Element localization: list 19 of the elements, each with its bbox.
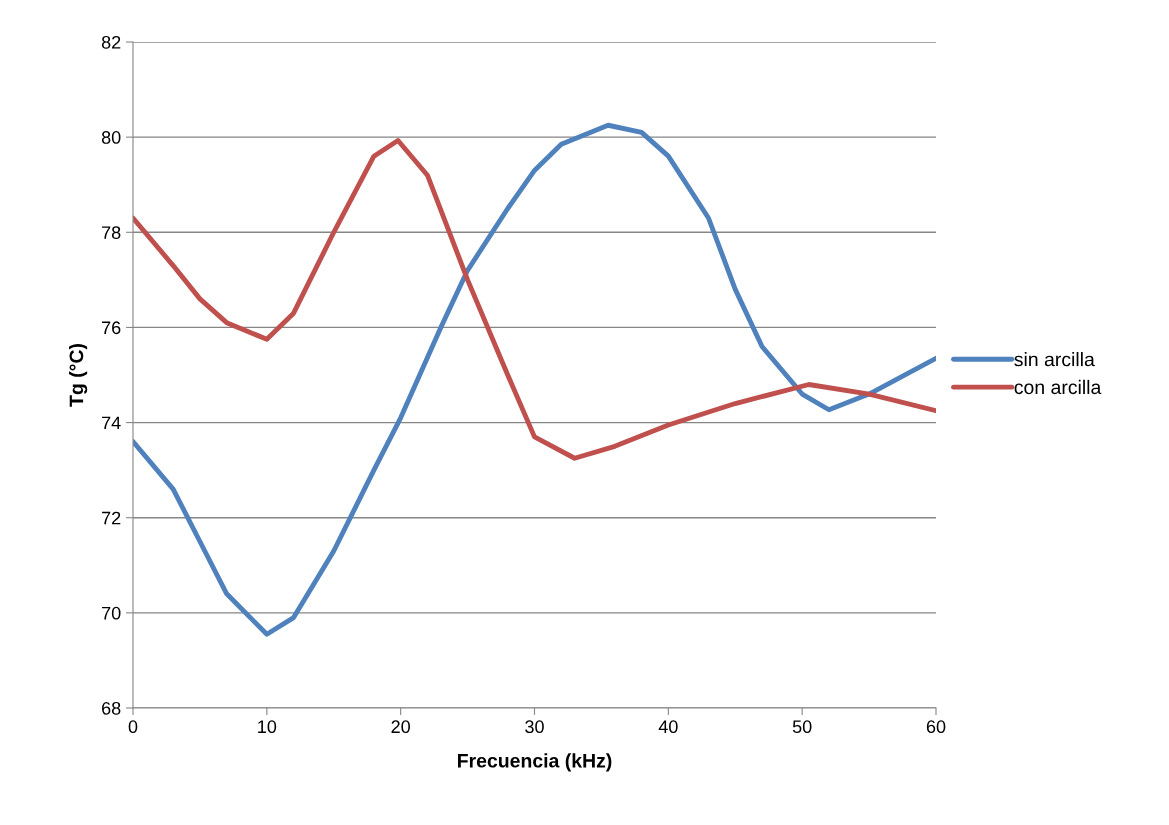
y-tick-label: 70 [102,606,121,620]
y-tick-label: 74 [102,416,121,430]
y-tick-label: 76 [102,321,121,335]
x-axis-title: Frecuencia (kHz) [458,753,612,772]
y-tick-label: 80 [101,131,121,144]
legend-label: con arcilla [1014,379,1102,395]
y-axis-title: Tg (°C) [69,344,88,407]
y-tick-label: 72 [102,511,121,525]
x-tick-label: 10 [258,720,277,734]
legend-label: sin arcilla [1014,352,1095,367]
x-tick-label: 0 [128,720,138,734]
x-tick-label: 60 [926,720,946,734]
y-tick-label: 82 [101,35,121,49]
y-tick-label: 78 [102,226,121,240]
x-tick-label: 20 [391,720,410,734]
x-tick-label: 40 [658,720,678,734]
y-tick-label: 68 [102,701,121,715]
x-tick-label: 30 [525,720,544,734]
x-tick-label: 50 [792,720,812,734]
